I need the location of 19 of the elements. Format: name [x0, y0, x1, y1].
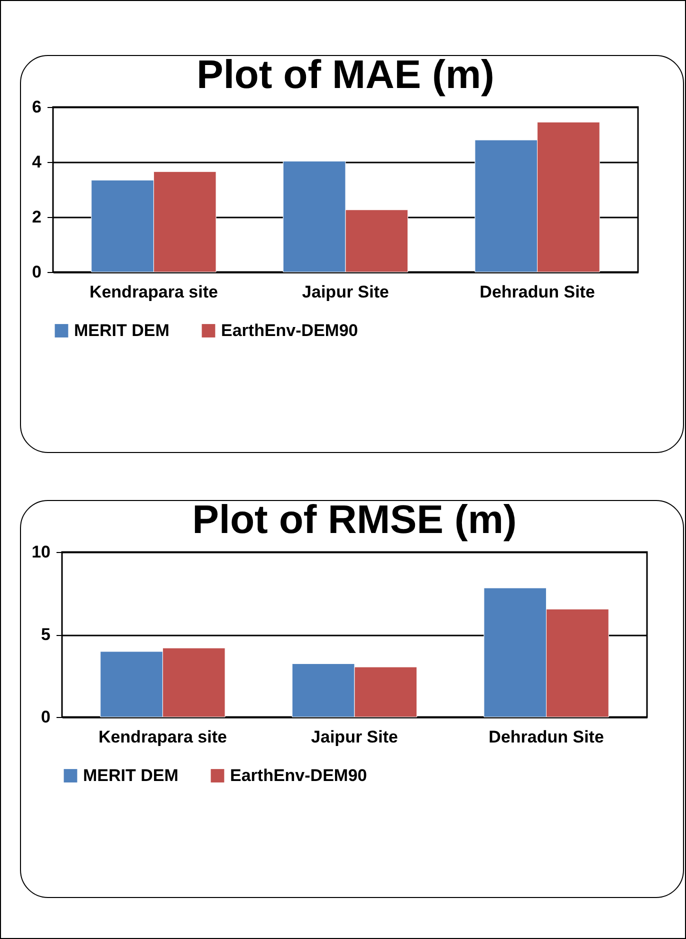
- y-tick-label: 5: [41, 625, 50, 644]
- x-tick-label: Kendrapara site: [98, 728, 227, 746]
- legend-label: EarthEnv-DEM90: [230, 766, 367, 785]
- chart-title: Plot of MAE (m): [196, 53, 494, 97]
- y-tick-label: 2: [32, 208, 42, 226]
- y-tick-label: 4: [32, 152, 42, 172]
- y-tick-label: 6: [32, 98, 42, 116]
- x-tick-label: Jaipur Site: [311, 728, 398, 746]
- legend-label: MERIT DEM: [83, 766, 178, 785]
- y-tick-label: 10: [32, 542, 50, 562]
- x-tick-label: Dehradun Site: [488, 728, 604, 746]
- legend-label: MERIT DEM: [74, 320, 170, 340]
- chart-title: Plot of RMSE (m): [192, 498, 517, 542]
- legend-label: EarthEnv-DEM90: [221, 320, 358, 340]
- x-tick-label: Kendrapara site: [89, 282, 218, 302]
- y-tick-label: 0: [32, 262, 42, 282]
- x-tick-label: Jaipur Site: [302, 282, 389, 302]
- y-tick-label: 0: [41, 708, 50, 726]
- x-tick-label: Dehradun Site: [480, 282, 595, 302]
